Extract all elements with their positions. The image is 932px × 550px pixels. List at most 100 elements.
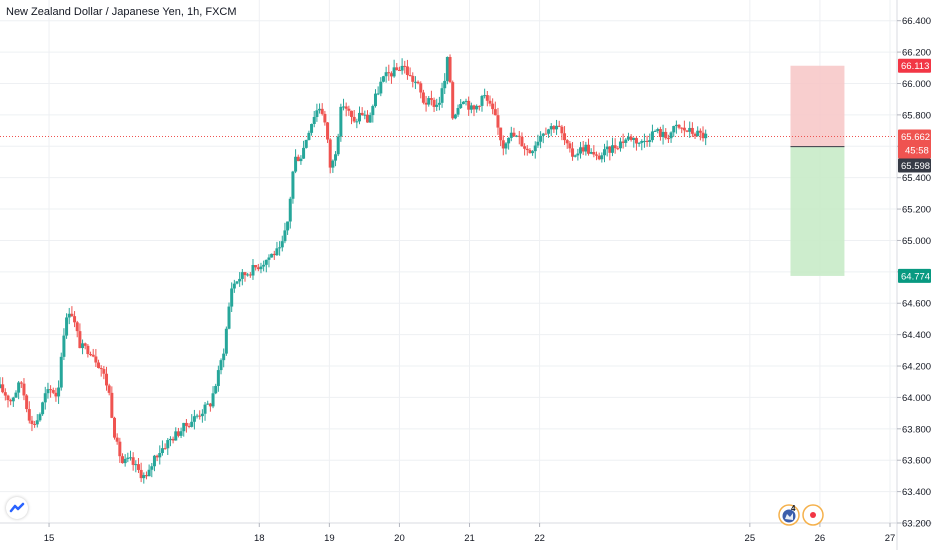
candle-bear [488,100,492,104]
candle-bear [272,253,276,256]
tradingview-logo-icon[interactable] [6,497,28,519]
candle-bear [621,141,625,143]
candle-bear [432,99,436,107]
candle-bear [176,431,180,436]
candle-bear [451,82,455,119]
candle-bear [595,154,599,156]
candle-bull [192,416,196,422]
candle-bear [397,70,401,72]
candle-bull [331,160,335,168]
candle-bear [467,100,471,110]
candle-bear [557,125,561,127]
candle-bear [131,457,135,465]
candle-bull [618,141,622,149]
candle-bull [464,100,468,102]
candle-bull [602,149,606,156]
earnings-flag-icon[interactable]: 4 [778,504,800,526]
candle-bull [200,413,204,417]
candle-bear [139,469,143,479]
candle-bear [419,83,423,93]
candle-bull [336,136,340,155]
candle-bull [216,370,220,386]
candle-bull [483,95,487,97]
candle-bull [246,274,250,276]
candle-bull [704,133,708,139]
candle-bear [75,322,79,332]
candle-bull [480,96,484,106]
dividend-dot-icon[interactable] [802,504,824,526]
candle-bear [102,369,106,374]
take-profit-zone[interactable] [790,146,845,276]
candle-bull [632,138,636,140]
x-tick-label: 25 [745,533,756,544]
candle-bear [78,331,82,349]
candle-bull [270,253,274,258]
candle-bull [224,328,228,354]
candle-bear [571,148,575,157]
candle-bull [11,397,15,402]
candle-bear [19,382,23,384]
y-tick-label: 64.400 [902,330,931,341]
candle-bull [648,140,652,142]
candle-bear [685,130,689,132]
candle-bull [445,56,449,81]
candle-bull [195,415,199,417]
candle-bear [248,274,252,276]
candle-bear [491,103,495,110]
y-tick-label: 64.600 [902,299,931,310]
candle-bear [429,98,433,100]
candle-bull [555,125,559,130]
candle-bull [46,389,50,394]
candle-bear [701,132,705,139]
current-price-label: 65.662 [901,132,930,143]
y-tick-label: 65.800 [902,110,931,121]
y-tick-label: 66.200 [902,48,931,59]
time-axis[interactable]: 15 18 19 20 21 22 25 26 27 [44,523,896,544]
candle-bear [693,133,697,137]
target-price-label: 64.774 [901,271,930,282]
candle-bear [501,140,505,149]
candle-bear [352,116,356,122]
candle-bull [283,230,287,242]
candle-bull [41,402,45,415]
candle-bull [318,108,322,111]
candle-bull [334,154,338,161]
candle-bear [634,138,638,144]
candle-bull [624,139,628,143]
candle-bull [358,112,362,122]
candle-bull [35,420,39,425]
candle-bear [520,136,524,147]
candle-bear [389,73,393,77]
candle-bear [27,409,31,421]
candle-bull [174,431,178,441]
candle-bear [552,126,556,130]
price-axis[interactable]: 63.200 63.400 63.600 63.800 64.000 64.200 64.4… [897,16,931,530]
candle-bear [25,395,29,410]
candle-bear [544,133,548,135]
candle-bull [579,147,583,154]
candle-bull [504,143,508,149]
candle-bull [373,93,377,107]
candle-bull [642,140,646,142]
stop-price-tag [898,58,931,73]
candle-bear [493,109,497,116]
y-tick-label: 65.400 [902,173,931,184]
candle-bull [142,475,146,479]
candle-bull [232,283,236,289]
candle-bull [65,317,69,336]
candle-bear [592,152,596,155]
candle-bull [381,76,385,82]
stop-loss-zone[interactable] [790,65,845,147]
candlestick-series[interactable] [0,54,708,484]
candle-bull [376,93,380,95]
candle-bull [413,81,417,83]
y-tick-label: 66.000 [902,79,931,90]
candle-bull [179,431,183,436]
candle-bear [110,392,114,418]
candle-bear [563,133,567,141]
candle-bull [696,130,700,137]
event-count-badge: 4 [791,504,796,513]
candle-bear [118,441,122,457]
candle-bull [123,458,127,464]
